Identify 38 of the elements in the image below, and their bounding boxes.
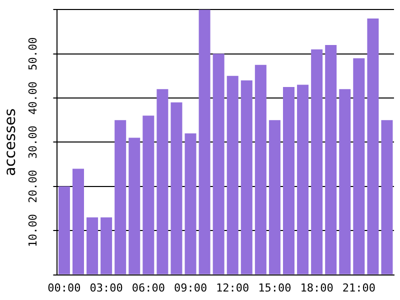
y-tick-label: 50.00: [26, 37, 40, 70]
bar: [142, 116, 154, 274]
bar: [240, 80, 252, 274]
x-tick-label: 15:00: [258, 281, 292, 294]
x-tick-label: 06:00: [132, 281, 165, 294]
bar: [58, 186, 70, 274]
bar: [170, 102, 182, 274]
bar: [114, 120, 126, 274]
bar: [100, 217, 112, 274]
bar: [156, 89, 168, 274]
x-tick-label: 18:00: [300, 281, 334, 294]
x-tick-label: 00:00: [48, 281, 81, 294]
bar: [339, 89, 351, 274]
bar: [72, 168, 84, 274]
bar: [353, 58, 365, 274]
y-axis-title: accesses: [0, 108, 19, 176]
bar: [212, 54, 224, 274]
bar: [268, 120, 280, 274]
y-tick-label: 30.00: [26, 126, 40, 159]
bar: [325, 44, 337, 274]
bar: [254, 64, 266, 274]
x-tick-label: 12:00: [216, 281, 250, 294]
y-tick-label: 40.00: [26, 81, 40, 115]
bar: [311, 49, 323, 274]
bar: [226, 76, 238, 274]
y-tick-label: 10.00: [26, 214, 40, 248]
y-tick-label: 20.00: [26, 170, 40, 203]
bar: [86, 217, 98, 274]
x-tick-label: 09:00: [174, 281, 208, 294]
bar: [381, 120, 393, 274]
bar: [282, 86, 295, 274]
bar: [367, 18, 379, 274]
bar: [184, 133, 196, 274]
bar: [297, 84, 309, 274]
bar: [128, 138, 140, 274]
x-tick-label: 03:00: [90, 281, 123, 294]
x-tick-label: 21:00: [342, 281, 376, 294]
bar: [198, 10, 210, 274]
